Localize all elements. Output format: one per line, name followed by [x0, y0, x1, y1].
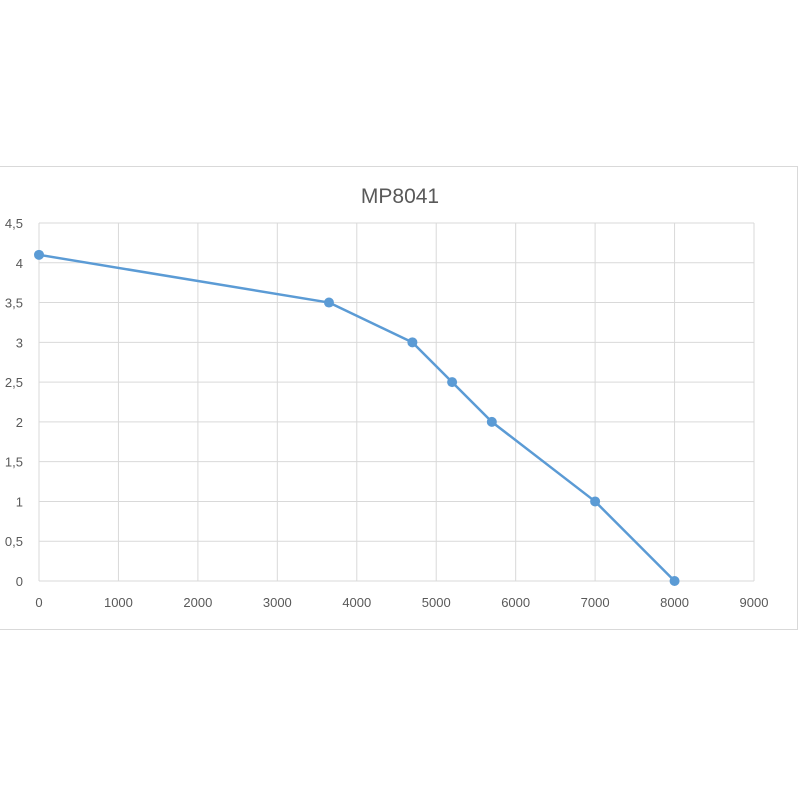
- y-tick-label: 2: [16, 415, 23, 430]
- x-tick-label: 1000: [104, 595, 133, 610]
- x-tick-label: 2000: [183, 595, 212, 610]
- axes: [38, 223, 754, 582]
- data-point: [447, 377, 458, 388]
- data-point: [323, 297, 334, 308]
- x-tick-label: 5000: [422, 595, 451, 610]
- x-tick-label: 8000: [660, 595, 689, 610]
- y-tick-label: 3: [16, 335, 23, 350]
- y-tick-label: 4: [16, 256, 23, 271]
- chart-title: MP8041: [361, 185, 439, 208]
- y-tick-label: 0,5: [5, 534, 23, 549]
- y-tick-label: 3,5: [5, 296, 23, 311]
- data-point: [486, 416, 497, 427]
- y-tick-label: 4,5: [5, 216, 23, 231]
- x-tick-label: 0: [35, 595, 42, 610]
- y-tick-label: 1: [16, 494, 23, 509]
- y-tick-label: 2,5: [5, 375, 23, 390]
- data-point: [407, 337, 418, 348]
- data-point: [669, 576, 680, 586]
- y-tick-label: 1,5: [5, 455, 23, 470]
- gridlines: [39, 222, 755, 581]
- x-tick-label: 6000: [501, 595, 530, 610]
- data-point: [590, 496, 601, 507]
- chart-frame: [0, 166, 798, 630]
- data-point: [34, 249, 44, 260]
- x-tick-label: 7000: [581, 595, 610, 610]
- x-tick-label: 4000: [342, 595, 371, 610]
- series: [34, 249, 680, 586]
- x-tick-label: 9000: [740, 595, 769, 610]
- y-tick-label: 0: [16, 574, 23, 589]
- x-tick-label: 3000: [263, 595, 292, 610]
- x-axis-ticks: 0 1000 2000 3000 4000 5000 6000 7000 8000 9000: [35, 595, 768, 610]
- y-axis-ticks: 0 0,5 1 1,5 2 2,5 3 3,5 4 4,5: [5, 216, 23, 589]
